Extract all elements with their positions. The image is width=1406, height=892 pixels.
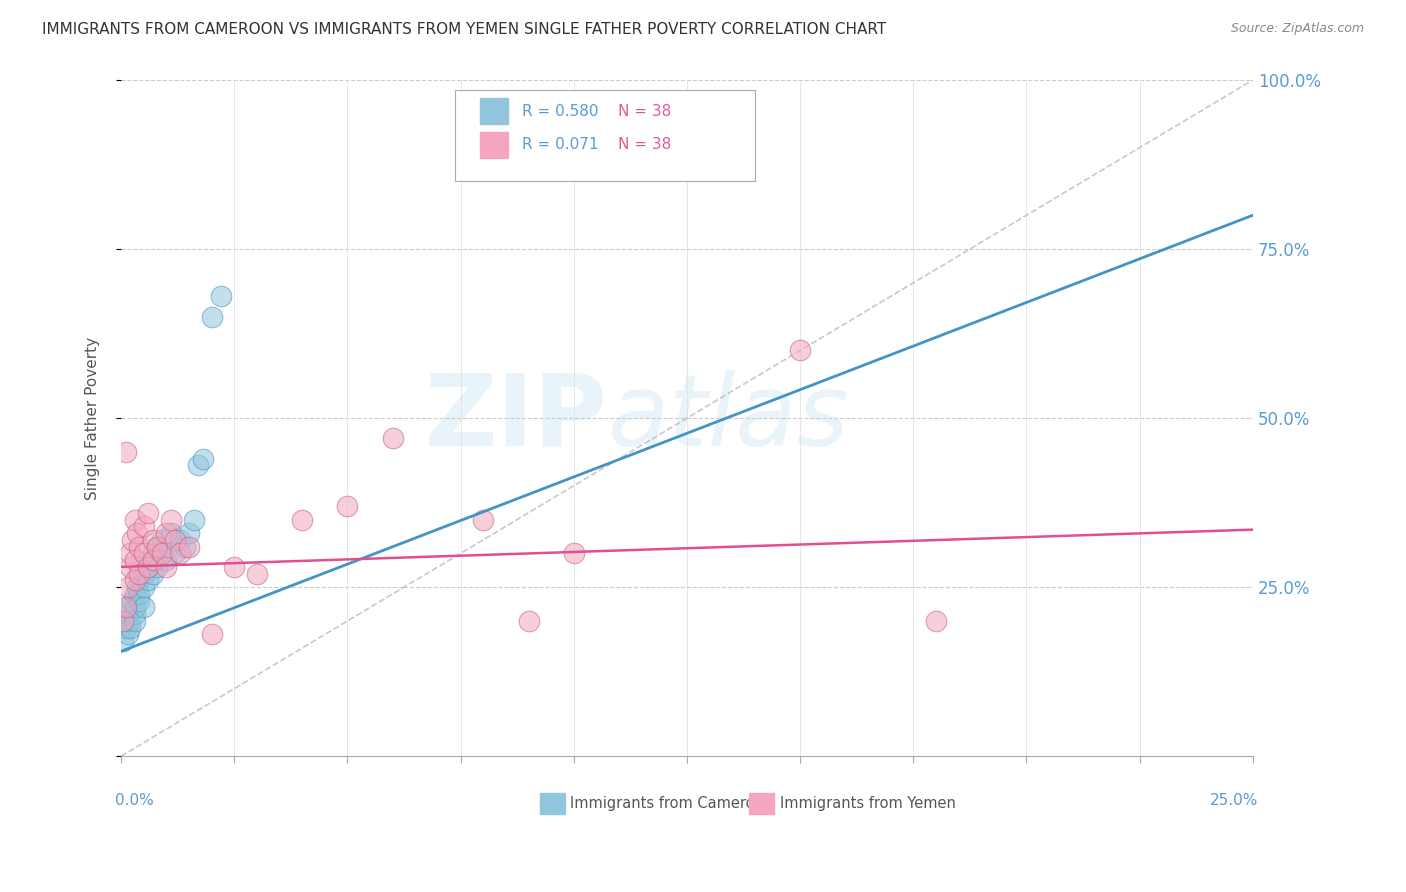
Bar (749, 793, 775, 814)
Point (177, 526, 200, 541)
Point (120, 600, 142, 615)
Point (381, 431, 404, 445)
Point (150, 546, 173, 560)
Text: N = 38: N = 38 (619, 103, 671, 119)
Bar (479, 98, 508, 124)
Point (142, 533, 165, 547)
Point (132, 580, 155, 594)
FancyBboxPatch shape (456, 90, 755, 181)
Point (155, 553, 177, 567)
Point (789, 343, 811, 358)
Point (132, 600, 155, 615)
Text: R = 0.071: R = 0.071 (522, 137, 599, 153)
Point (125, 526, 148, 541)
Point (291, 512, 314, 526)
Point (136, 506, 159, 520)
Point (112, 614, 135, 628)
Point (114, 600, 136, 615)
Point (201, 310, 224, 324)
Point (177, 540, 200, 554)
Point (201, 627, 224, 641)
Point (121, 533, 143, 547)
Point (117, 580, 139, 594)
Point (132, 546, 155, 560)
Point (187, 458, 209, 473)
Point (191, 451, 214, 466)
Point (925, 614, 948, 628)
Point (117, 627, 139, 641)
Text: N = 38: N = 38 (619, 137, 671, 153)
Point (120, 546, 142, 560)
Point (183, 512, 205, 526)
Point (124, 553, 146, 567)
Point (472, 512, 495, 526)
Point (120, 559, 142, 574)
Point (128, 566, 150, 581)
Point (165, 546, 187, 560)
Point (136, 559, 159, 574)
Point (155, 526, 177, 541)
Point (136, 574, 159, 588)
Point (146, 559, 169, 574)
Point (124, 587, 146, 601)
Point (114, 445, 136, 459)
Point (146, 540, 169, 554)
Point (124, 614, 146, 628)
Y-axis label: Single Father Poverty: Single Father Poverty (86, 336, 100, 500)
Point (132, 566, 155, 581)
Point (165, 533, 187, 547)
Point (160, 526, 183, 541)
Text: atlas: atlas (607, 369, 849, 467)
Point (562, 546, 585, 560)
Point (224, 559, 246, 574)
Point (142, 546, 165, 560)
Point (128, 540, 150, 554)
Text: 25.0%: 25.0% (1211, 793, 1258, 808)
Point (124, 574, 146, 588)
Point (150, 533, 173, 547)
Point (146, 540, 169, 554)
Point (112, 634, 135, 648)
Point (124, 512, 146, 526)
Point (114, 614, 136, 628)
Point (160, 512, 183, 526)
Point (124, 607, 146, 622)
Point (169, 546, 191, 560)
Bar (540, 793, 565, 814)
Point (142, 566, 165, 581)
Point (336, 499, 359, 513)
Point (124, 600, 146, 615)
Point (169, 533, 191, 547)
Point (117, 607, 139, 622)
Point (121, 593, 143, 607)
Text: 0.0%: 0.0% (115, 793, 155, 808)
Text: IMMIGRANTS FROM CAMEROON VS IMMIGRANTS FROM YEMEN SINGLE FATHER POVERTY CORRELAT: IMMIGRANTS FROM CAMEROON VS IMMIGRANTS F… (42, 22, 886, 37)
Text: Immigrants from Yemen: Immigrants from Yemen (780, 796, 956, 811)
Point (173, 540, 195, 554)
Bar (479, 132, 508, 158)
Point (517, 614, 540, 628)
Text: Source: ZipAtlas.com: Source: ZipAtlas.com (1230, 22, 1364, 36)
Point (114, 621, 136, 635)
Point (209, 289, 232, 303)
Point (128, 574, 150, 588)
Text: Immigrants from Cameroon: Immigrants from Cameroon (571, 796, 773, 811)
Point (132, 519, 155, 533)
Text: ZIP: ZIP (425, 369, 607, 467)
Text: R = 0.580: R = 0.580 (522, 103, 599, 119)
Point (142, 553, 165, 567)
Point (155, 559, 177, 574)
Point (120, 621, 142, 635)
Point (136, 559, 159, 574)
Point (246, 566, 269, 581)
Point (128, 587, 150, 601)
Point (125, 580, 148, 594)
Point (128, 593, 150, 607)
Point (120, 614, 142, 628)
